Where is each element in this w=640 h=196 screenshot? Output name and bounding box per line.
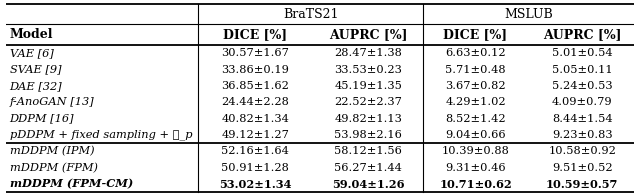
Text: pDDPM + fixed sampling + ℒ_p: pDDPM + fixed sampling + ℒ_p — [10, 130, 192, 140]
Text: mDDPM (IPM): mDDPM (IPM) — [10, 146, 94, 157]
Text: 5.01±0.54: 5.01±0.54 — [552, 48, 612, 58]
Text: 8.52±1.42: 8.52±1.42 — [445, 114, 506, 124]
Text: Model: Model — [10, 28, 53, 41]
Text: 28.47±1.38: 28.47±1.38 — [334, 48, 402, 58]
Text: MSLUB: MSLUB — [504, 8, 553, 21]
Text: 5.24±0.53: 5.24±0.53 — [552, 81, 612, 91]
Text: 10.39±0.88: 10.39±0.88 — [442, 146, 509, 156]
Text: 5.71±0.48: 5.71±0.48 — [445, 65, 506, 75]
Text: 33.53±0.23: 33.53±0.23 — [334, 65, 402, 75]
Text: 9.04±0.66: 9.04±0.66 — [445, 130, 506, 140]
Text: 52.16±1.64: 52.16±1.64 — [221, 146, 289, 156]
Text: mDDPM (FPM): mDDPM (FPM) — [10, 162, 97, 173]
Text: 9.31±0.46: 9.31±0.46 — [445, 163, 506, 173]
Text: 4.09±0.79: 4.09±0.79 — [552, 97, 612, 107]
Text: DDPM [16]: DDPM [16] — [10, 114, 74, 124]
Text: 40.82±1.34: 40.82±1.34 — [221, 114, 289, 124]
Text: 33.86±0.19: 33.86±0.19 — [221, 65, 289, 75]
Text: 8.44±1.54: 8.44±1.54 — [552, 114, 612, 124]
Text: SVAE [9]: SVAE [9] — [10, 65, 61, 75]
Text: 3.67±0.82: 3.67±0.82 — [445, 81, 506, 91]
Text: f-AnoGAN [13]: f-AnoGAN [13] — [10, 97, 94, 107]
Text: 45.19±1.35: 45.19±1.35 — [334, 81, 402, 91]
Text: 6.63±0.12: 6.63±0.12 — [445, 48, 506, 58]
Text: 53.02±1.34: 53.02±1.34 — [219, 179, 292, 190]
Text: DAE [32]: DAE [32] — [10, 81, 62, 91]
Text: 5.05±0.11: 5.05±0.11 — [552, 65, 612, 75]
Text: DICE [%]: DICE [%] — [223, 28, 287, 41]
Text: 59.04±1.26: 59.04±1.26 — [332, 179, 404, 190]
Text: 49.82±1.13: 49.82±1.13 — [334, 114, 402, 124]
Text: 36.85±1.62: 36.85±1.62 — [221, 81, 289, 91]
Text: AUPRC [%]: AUPRC [%] — [543, 28, 621, 41]
Text: 9.23±0.83: 9.23±0.83 — [552, 130, 612, 140]
Text: 4.29±1.02: 4.29±1.02 — [445, 97, 506, 107]
Text: 22.52±2.37: 22.52±2.37 — [334, 97, 402, 107]
Text: 30.57±1.67: 30.57±1.67 — [221, 48, 289, 58]
Text: 49.12±1.27: 49.12±1.27 — [221, 130, 289, 140]
Text: 10.59±0.57: 10.59±0.57 — [546, 179, 618, 190]
Text: 10.58±0.92: 10.58±0.92 — [548, 146, 616, 156]
Text: 10.71±0.62: 10.71±0.62 — [439, 179, 512, 190]
Text: 24.44±2.28: 24.44±2.28 — [221, 97, 289, 107]
Text: mDDPM (FPM-CM): mDDPM (FPM-CM) — [10, 179, 132, 190]
Text: VAE [6]: VAE [6] — [10, 48, 53, 58]
Text: 56.27±1.44: 56.27±1.44 — [334, 163, 402, 173]
Text: 9.51±0.52: 9.51±0.52 — [552, 163, 612, 173]
Text: 53.98±2.16: 53.98±2.16 — [334, 130, 402, 140]
Text: 58.12±1.56: 58.12±1.56 — [334, 146, 402, 156]
Text: BraTS21: BraTS21 — [283, 8, 339, 21]
Text: 50.91±1.28: 50.91±1.28 — [221, 163, 289, 173]
Text: AUPRC [%]: AUPRC [%] — [329, 28, 408, 41]
Text: DICE [%]: DICE [%] — [444, 28, 508, 41]
